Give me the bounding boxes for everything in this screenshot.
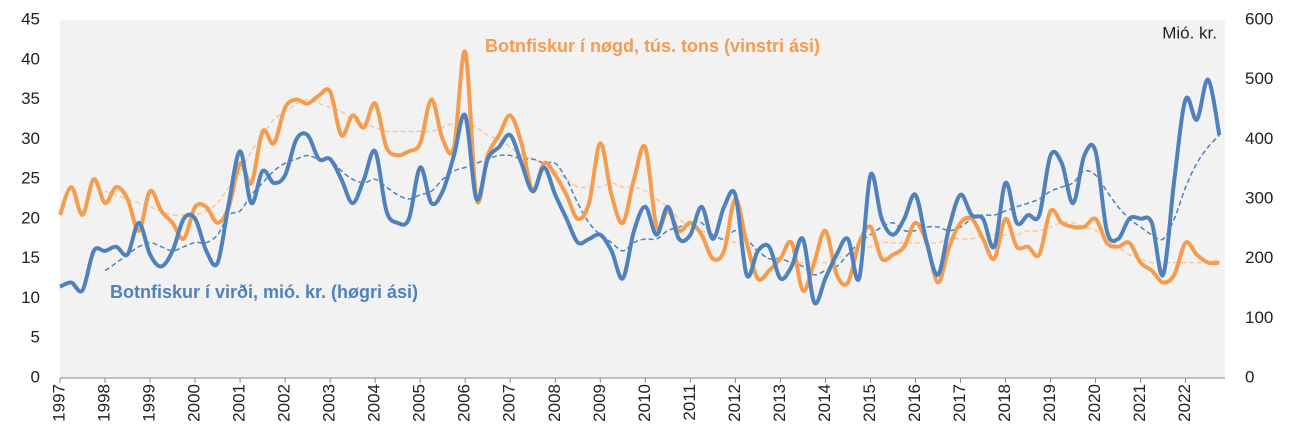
series-label: Botnfiskur í virði, mió. kr. (høgri ási)	[110, 282, 418, 302]
x-tick-label: 2016	[905, 384, 924, 422]
y-tick-label: 40	[21, 49, 40, 68]
x-tick-label: 2005	[410, 384, 429, 422]
y2-tick-label: 100	[1245, 308, 1273, 327]
y-tick-label: 20	[21, 208, 40, 227]
x-tick-label: 1999	[140, 384, 159, 422]
y2-tick-label: 200	[1245, 248, 1273, 267]
y2-tick-label: 400	[1245, 129, 1273, 148]
y2-tick-label: 600	[1245, 9, 1273, 28]
x-tick-label: 1998	[95, 384, 114, 422]
x-tick-label: 2008	[545, 384, 564, 422]
x-tick-label: 2001	[230, 384, 249, 422]
y2-tick-label: 300	[1245, 188, 1273, 207]
y-tick-label: 35	[21, 89, 40, 108]
x-tick-label: 2009	[590, 384, 609, 422]
x-tick-label: 2021	[1130, 384, 1149, 422]
series-line	[104, 98, 1220, 264]
y2-axis-label: Mió. kr.	[1162, 23, 1217, 42]
plot-area	[60, 20, 1225, 378]
x-tick-label: 2018	[995, 384, 1014, 422]
x-tick-label: 2000	[185, 384, 204, 422]
y2-tick-label: 0	[1245, 367, 1254, 386]
x-tick-label: 2012	[725, 384, 744, 422]
x-tick-label: 2013	[770, 384, 789, 422]
y-tick-label: 15	[21, 248, 40, 267]
x-tick-label: 2020	[1085, 384, 1104, 422]
x-tick-label: 2006	[455, 384, 474, 422]
x-tick-label: 2022	[1175, 384, 1194, 422]
y-tick-label: 10	[21, 288, 40, 307]
x-tick-label: 2015	[860, 384, 879, 422]
y-tick-label: 45	[21, 9, 40, 28]
x-tick-label: 2014	[815, 384, 834, 422]
y2-tick-label: 500	[1245, 69, 1273, 88]
x-tick-label: 2017	[950, 384, 969, 422]
series-label: Botnfiskur í nøgd, tús. tons (vinstri ás…	[485, 36, 820, 56]
x-tick-label: 2011	[680, 384, 699, 421]
x-tick-label: 2004	[365, 384, 384, 422]
x-tick-label: 2019	[1040, 384, 1059, 422]
x-tick-label: 2003	[320, 384, 339, 422]
y-tick-label: 25	[21, 169, 40, 188]
y-tick-label: 30	[21, 129, 40, 148]
y-tick-label: 5	[31, 328, 40, 347]
series-line	[58, 49, 1220, 293]
x-tick-label: 1997	[49, 384, 68, 422]
x-tick-label: 2002	[275, 384, 294, 422]
series-line	[59, 77, 1222, 306]
x-tick-label: 2010	[635, 384, 654, 422]
x-tick-label: 2007	[500, 384, 519, 422]
y-tick-label: 0	[31, 367, 40, 386]
